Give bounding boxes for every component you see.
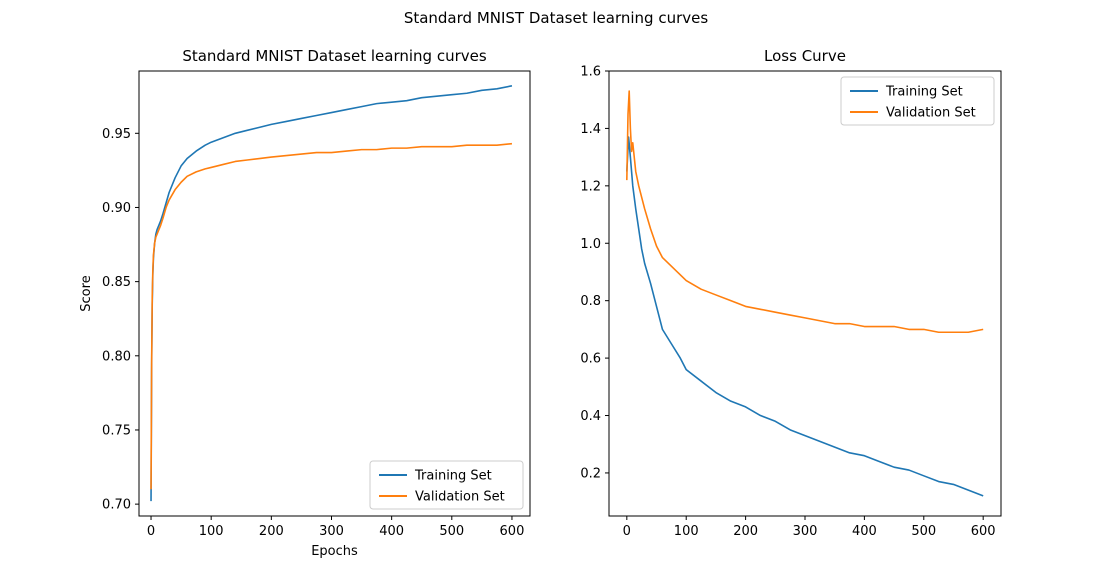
loss-chart: 0 100 200 300 400 500 600 0.2 0.4 0.6 0.8 1.0 1.2 1.4…	[580, 47, 1002, 539]
score-y-tick-label: 0.85	[102, 275, 131, 290]
score-legend-label-training-set: Training Set	[414, 469, 492, 484]
score-y-tick-label: 0.80	[102, 349, 131, 364]
loss-series-validation-set	[626, 90, 984, 334]
score-legend: Training Set Validation Set	[369, 460, 524, 510]
score-x-axis-label: Epochs	[311, 544, 358, 559]
loss-y-tick-label: 1.4	[580, 122, 601, 137]
figure-suptitle: Standard MNIST Dataset learning curves	[404, 9, 709, 27]
loss-series-group	[626, 90, 984, 497]
score-x-tick-label: 300	[319, 524, 344, 539]
score-x-tick-label: 400	[379, 524, 404, 539]
loss-x-tick-label: 0	[623, 524, 631, 539]
loss-plot-frame	[608, 70, 1002, 517]
score-series-validation-set	[150, 142, 513, 490]
loss-y-tick-label: 0.6	[580, 352, 601, 367]
score-x-tick-label: 200	[259, 524, 284, 539]
loss-legend-label-training-set: Training Set	[885, 85, 963, 100]
loss-x-tick-label: 500	[911, 524, 936, 539]
loss-y-tick-label: 1.2	[580, 179, 601, 194]
loss-legend-label-validation-set: Validation Set	[886, 106, 976, 121]
score-x-tick-label: 0	[147, 524, 155, 539]
loss-legend-box	[840, 76, 995, 126]
score-legend-box	[369, 460, 524, 510]
loss-y-tick-label: 0.4	[580, 409, 601, 424]
score-series-training-set	[150, 85, 513, 502]
loss-y-tick-label: 1.0	[580, 237, 601, 252]
score-chart-title: Standard MNIST Dataset learning curves	[182, 47, 487, 65]
loss-x-tick-label: 100	[674, 524, 699, 539]
loss-x-tick-label: 300	[793, 524, 818, 539]
loss-x-tick-label: 400	[852, 524, 877, 539]
score-plot-frame	[138, 70, 531, 517]
loss-series-training-set	[626, 136, 984, 497]
score-chart: 0 100 200 300 400 500 600 0.70 0.75 0.80 0.85 0.90 0…	[79, 47, 531, 559]
score-x-tick-label: 500	[439, 524, 464, 539]
score-series-group	[150, 85, 513, 502]
score-x-tick-label: 100	[199, 524, 224, 539]
loss-y-tick-label: 0.2	[580, 466, 601, 481]
loss-y-tick-label: 0.8	[580, 294, 601, 309]
loss-x-tick-label: 600	[971, 524, 996, 539]
loss-y-tick-label: 1.6	[580, 65, 601, 80]
score-y-tick-label: 0.70	[102, 498, 131, 513]
score-y-axis-label: Score	[79, 275, 94, 311]
loss-legend: Training Set Validation Set	[840, 76, 995, 126]
score-y-tick-label: 0.95	[102, 127, 131, 142]
score-y-tick-label: 0.75	[102, 423, 131, 438]
loss-chart-title: Loss Curve	[764, 47, 846, 65]
score-legend-label-validation-set: Validation Set	[415, 490, 505, 505]
score-x-tick-label: 600	[500, 524, 525, 539]
loss-x-tick-label: 200	[733, 524, 758, 539]
score-y-tick-label: 0.90	[102, 201, 131, 216]
